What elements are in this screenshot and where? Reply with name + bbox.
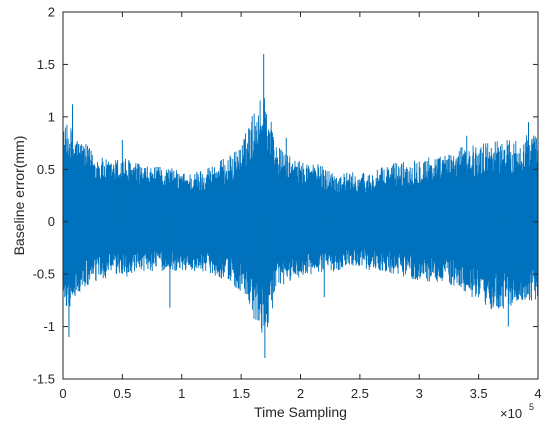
y-tick-label: 1 xyxy=(48,109,55,124)
x-axis-multiplier: ×10 xyxy=(500,406,522,421)
x-tick-label: 3.5 xyxy=(470,386,488,401)
x-tick-label: 1 xyxy=(178,386,185,401)
y-tick-label: -1.5 xyxy=(33,372,55,387)
x-tick-label: 2 xyxy=(297,386,304,401)
x-axis-ticks: 0 0.5 1 1.5 2 2.5 3 3.5 4 xyxy=(59,12,542,401)
y-tick-label: 1.5 xyxy=(37,57,55,72)
y-tick-label: 0 xyxy=(48,214,55,229)
x-tick-label: 3 xyxy=(416,386,423,401)
x-tick-label: 0 xyxy=(59,386,66,401)
y-tick-label: 0.5 xyxy=(37,162,55,177)
y-tick-label: -1 xyxy=(43,319,55,334)
x-tick-label: 0.5 xyxy=(113,386,131,401)
series-core-band xyxy=(63,143,538,290)
y-axis-title: Baseline error(mm) xyxy=(11,136,27,256)
x-axis-multiplier-exponent: 5 xyxy=(529,402,534,412)
x-axis-title: Time Sampling xyxy=(254,404,347,420)
series-line xyxy=(62,98,539,333)
x-tick-label: 2.5 xyxy=(351,386,369,401)
y-axis-ticks: -1.5 -1 -0.5 0 0.5 1 1.5 2 xyxy=(33,5,538,387)
y-tick-label: -0.5 xyxy=(33,267,55,282)
x-tick-label: 1.5 xyxy=(232,386,250,401)
y-tick-label: 2 xyxy=(48,5,55,20)
series-layer xyxy=(62,53,539,359)
x-tick-label: 4 xyxy=(534,386,541,401)
